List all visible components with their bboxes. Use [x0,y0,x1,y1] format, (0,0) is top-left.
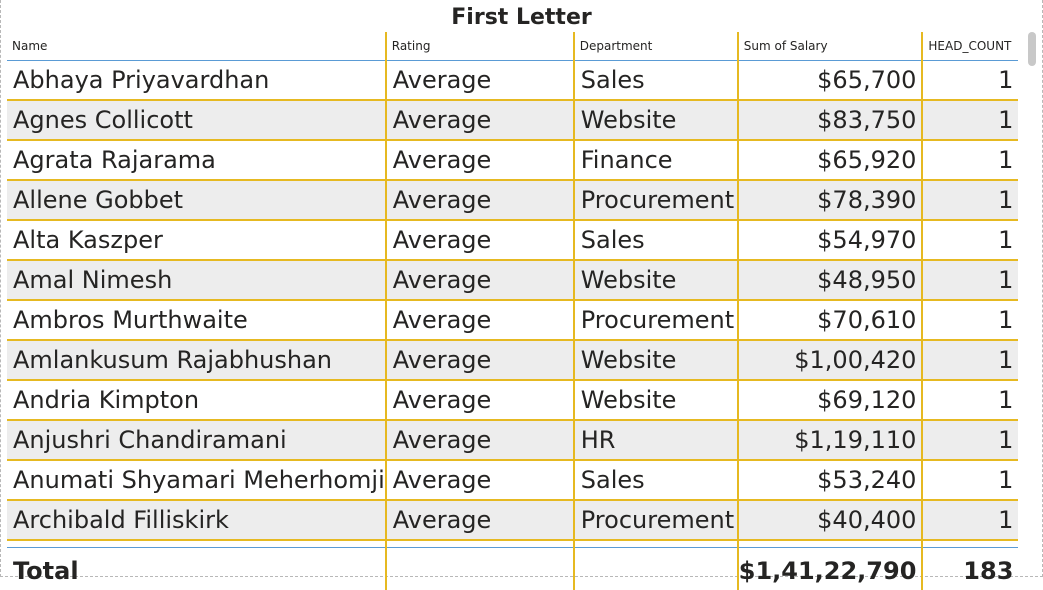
cell-rating: Average [386,380,574,420]
cell-rating: Average [386,420,574,460]
cell-head-count: 1 [922,180,1018,220]
cell-head-count: 1 [922,61,1018,101]
cell-department: Sales [574,460,738,500]
column-header-head-count[interactable]: HEAD_COUNT [922,32,1018,61]
cell-department: Website [574,340,738,380]
cell-head-count: 1 [922,420,1018,460]
cell-salary: $83,750 [738,100,923,140]
cell-name: Ambros Murthwaite [7,300,386,340]
cell-name: Agnes Collicott [7,100,386,140]
cell-head-count: 1 [922,300,1018,340]
cell-name: Archibald Filliskirk [7,500,386,540]
column-header-department[interactable]: Department [574,32,738,61]
cell-department: Procurement [574,500,738,540]
total-head-count: 183 [922,548,1018,590]
cell-department: Finance [574,140,738,180]
cell-salary: $48,950 [738,260,923,300]
cell-head-count: 1 [922,100,1018,140]
cell-department: Sales [574,220,738,260]
cell-rating: Average [386,100,574,140]
cell-head-count: 1 [922,260,1018,300]
cell-salary: $78,390 [738,180,923,220]
cell-name: Anjushri Chandiramani [7,420,386,460]
table-title: First Letter [0,3,1043,33]
header-row: Name Rating Department Sum of Salary HEA… [7,32,1018,61]
cell-department: Sales [574,61,738,101]
cell-name: Anumati Shyamari Meherhomji [7,460,386,500]
vertical-scrollbar-thumb[interactable] [1028,32,1036,66]
cell-rating: Average [386,500,574,540]
column-header-rating[interactable]: Rating [386,32,574,61]
cell-department: Website [574,260,738,300]
cell-department: Website [574,100,738,140]
cell-department: Website [574,380,738,420]
cell-name: Agrata Rajarama [7,140,386,180]
total-row: Total $1,41,22,790 183 [7,548,1018,590]
cell-head-count: 1 [922,340,1018,380]
total-spacer [7,540,1018,548]
cell-salary: $1,00,420 [738,340,923,380]
cell-name: Amal Nimesh [7,260,386,300]
cell-salary: $1,19,110 [738,420,923,460]
cell-rating: Average [386,460,574,500]
cell-department: Procurement [574,300,738,340]
cell-head-count: 1 [922,140,1018,180]
cell-rating: Average [386,260,574,300]
cell-name: Amlankusum Rajabhushan [7,340,386,380]
cell-name: Allene Gobbet [7,180,386,220]
data-table: Name Rating Department Sum of Salary HEA… [7,32,1018,590]
cell-rating: Average [386,220,574,260]
cell-rating: Average [386,340,574,380]
cell-rating: Average [386,140,574,180]
cell-salary: $65,700 [738,61,923,101]
cell-salary: $40,400 [738,500,923,540]
total-department-cell [574,548,738,590]
cell-rating: Average [386,61,574,101]
cell-salary: $70,610 [738,300,923,340]
cell-rating: Average [386,300,574,340]
cell-head-count: 1 [922,220,1018,260]
total-label: Total [7,548,386,590]
total-salary: $1,41,22,790 [738,548,923,590]
cell-head-count: 1 [922,460,1018,500]
total-rating-cell [386,548,574,590]
cell-salary: $54,970 [738,220,923,260]
cell-name: Andria Kimpton [7,380,386,420]
column-header-sum-of-salary[interactable]: Sum of Salary [738,32,923,61]
cell-department: Procurement [574,180,738,220]
cell-head-count: 1 [922,500,1018,540]
column-header-name[interactable]: Name [7,32,386,61]
cell-salary: $53,240 [738,460,923,500]
cell-salary: $65,920 [738,140,923,180]
cell-salary: $69,120 [738,380,923,420]
cell-rating: Average [386,180,574,220]
cell-head-count: 1 [922,380,1018,420]
cell-name: Alta Kaszper [7,220,386,260]
cell-name: Abhaya Priyavardhan [7,61,386,101]
cell-department: HR [574,420,738,460]
